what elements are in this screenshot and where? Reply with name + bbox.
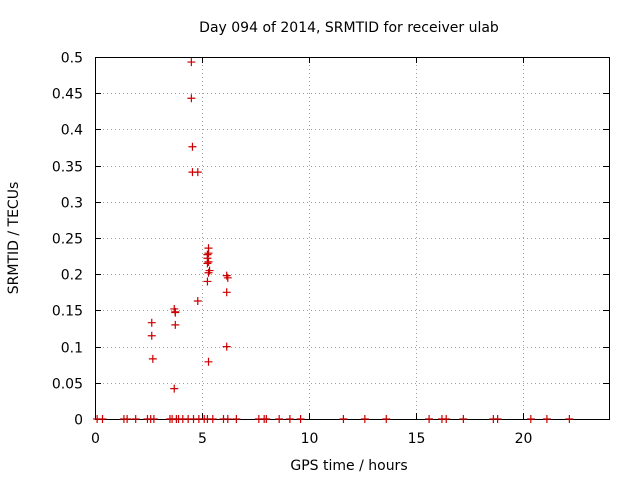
data-point: [459, 415, 468, 423]
data-point: [382, 415, 391, 423]
y-tick-label: 0.5: [61, 51, 83, 67]
data-point: [203, 277, 212, 286]
y-tick-label: 0.35: [52, 160, 83, 176]
data-point: [98, 415, 107, 423]
x-tick-label: 10: [301, 431, 319, 447]
y-tick-label: 0.2: [61, 268, 83, 284]
data-point: [131, 415, 140, 423]
data-point: [204, 257, 213, 266]
data-point: [223, 415, 232, 423]
data-point: [203, 250, 212, 259]
data-point: [193, 296, 202, 305]
x-tick-label: 20: [515, 431, 533, 447]
data-point: [147, 318, 156, 327]
y-tick-label: 0.15: [52, 304, 83, 320]
data-point: [205, 266, 214, 275]
y-tick-label: 0.1: [61, 341, 83, 357]
data-point: [262, 415, 271, 423]
y-tick-label: 0.4: [61, 123, 83, 139]
data-point: [188, 142, 197, 151]
data-point: [123, 415, 132, 423]
data-point: [565, 415, 574, 423]
x-axis-label: GPS time / hours: [290, 458, 407, 474]
data-point: [170, 384, 179, 393]
data-points: [93, 58, 574, 423]
data-point: [222, 288, 231, 297]
data-point: [222, 271, 231, 280]
y-tick-label: 0.25: [52, 232, 83, 248]
x-tick-label: 5: [198, 431, 207, 447]
y-tick-label: 0.05: [52, 377, 83, 393]
data-point: [526, 415, 535, 423]
data-point: [171, 308, 180, 317]
data-point: [204, 249, 213, 258]
data-point: [204, 357, 213, 366]
data-point: [203, 259, 212, 268]
data-point: [222, 342, 231, 351]
data-point: [204, 268, 213, 277]
data-point: [232, 415, 241, 423]
x-tick-label: 15: [408, 431, 426, 447]
data-point: [275, 415, 284, 423]
y-tick-label: 0: [74, 413, 83, 429]
data-point: [493, 415, 502, 423]
data-point: [149, 415, 158, 423]
data-point: [285, 415, 294, 423]
y-axis-label: SRMTID / TECUs: [6, 182, 22, 295]
data-point: [171, 320, 180, 329]
data-point: [193, 168, 202, 177]
y-tick-label: 0.45: [52, 87, 83, 103]
data-point: [208, 415, 217, 423]
y-tick-labels: 0 0.05 0.1 0.15 0.2 0.25 0.3 0.35 0.4 0.45 0.5: [52, 51, 83, 429]
data-point: [442, 415, 451, 423]
data-point: [296, 415, 305, 423]
data-point: [223, 273, 232, 282]
x-tick-label: 0: [91, 431, 100, 447]
data-point: [187, 58, 196, 67]
x-tick-labels: 0 5 10 15 20: [91, 431, 532, 447]
chart-title: Day 094 of 2014, SRMTID for receiver ula…: [199, 20, 499, 36]
data-point: [360, 415, 369, 423]
y-tick-label: 0.3: [61, 196, 83, 212]
data-point: [339, 415, 348, 423]
data-point: [425, 415, 434, 423]
data-point: [187, 94, 196, 103]
grid-layer: [95, 57, 609, 419]
data-point: [148, 354, 157, 363]
data-point: [147, 331, 156, 340]
tick-layer: [95, 57, 609, 420]
data-point: [542, 415, 551, 423]
plot-frame: [95, 57, 610, 420]
